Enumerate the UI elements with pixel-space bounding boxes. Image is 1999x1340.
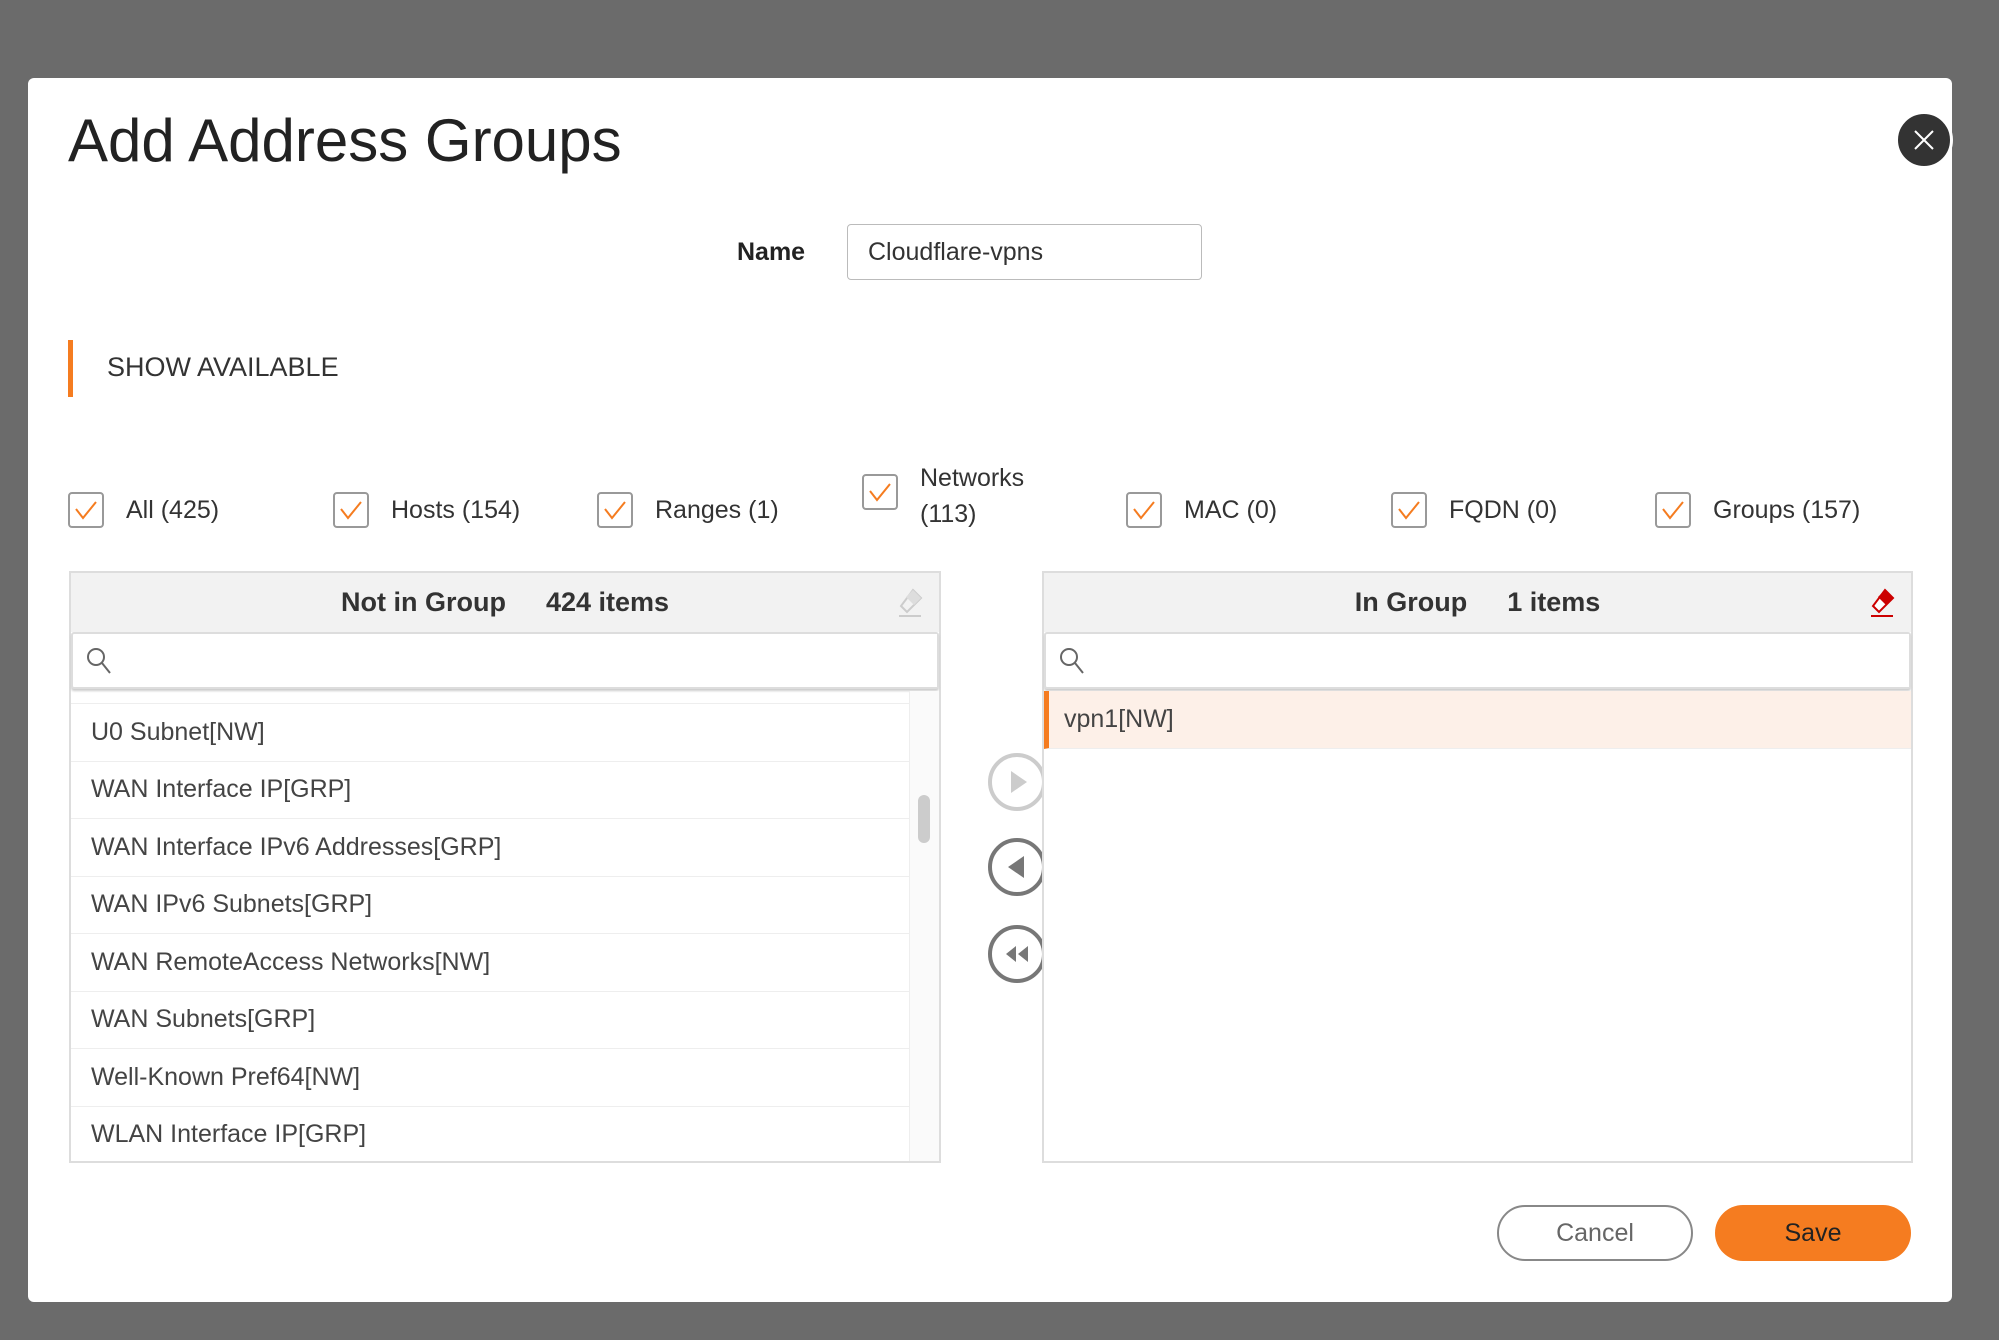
left-search-field[interactable] [71,632,939,689]
list-item[interactable]: WAN Interface IPv6 Addresses[GRP] [71,819,909,877]
right-search-input[interactable] [1096,634,1909,687]
list-item[interactable]: WAN Subnets[GRP] [71,992,909,1049]
section-accent-bar [68,340,73,397]
list-item[interactable]: Well-Known Pref64[NW] [71,1049,909,1107]
checkbox[interactable] [1391,492,1427,528]
add-address-groups-dialog: Add Address Groups Name SHOW AVAILABLE A… [28,78,1952,1302]
panel-header: In Group 1 items [1044,573,1911,632]
filter-checkbox[interactable]: FQDN (0) [1391,492,1557,528]
check-icon [1133,501,1155,520]
remove-all-button[interactable] [988,925,1046,983]
eraser-icon[interactable] [1867,587,1897,626]
cancel-button[interactable]: Cancel [1497,1205,1693,1261]
filter-checkbox[interactable]: Groups (157) [1655,492,1860,528]
checkbox[interactable] [597,492,633,528]
play-left-icon [1008,856,1024,878]
close-button[interactable] [1895,111,1953,169]
filter-checkbox[interactable]: Hosts (154) [333,492,520,528]
filter-checkbox[interactable]: Networks (113) [862,460,1024,532]
filter-checkbox[interactable]: MAC (0) [1126,492,1277,528]
check-icon [340,501,362,520]
check-icon [1662,501,1684,520]
check-icon [869,483,891,502]
not-in-group-list: U0 Subnet[NW] WAN Interface IP[GRP] WAN In… [71,691,909,1161]
filter-label: Ranges (1) [655,495,779,524]
search-icon [87,647,111,674]
list-item[interactable]: U0 Subnet[NW] [71,704,909,762]
right-search-field[interactable] [1044,632,1911,689]
filter-label: All (425) [126,495,220,524]
filter-label: Groups (157) [1713,495,1861,524]
filter-label: FQDN (0) [1449,495,1558,524]
rewind-icon [1006,946,1028,962]
dialog-title: Add Address Groups [68,107,622,174]
filter-checkbox[interactable]: All (425) [68,492,219,528]
item-count: 424 items [545,587,670,617]
panel-title: Not in Group [340,587,506,617]
checkbox[interactable] [862,474,898,510]
in-group-list: vpn1[NW] [1044,691,1911,1161]
save-button[interactable]: Save [1715,1205,1911,1261]
name-input[interactable] [847,224,1202,280]
scrollbar-thumb[interactable] [918,795,930,843]
filter-checkbox[interactable]: Ranges (1) [597,492,779,528]
in-group-panel: In Group 1 items vpn1[NW] [1042,571,1913,1163]
show-available-label: SHOW AVAILABLE [107,352,339,382]
remove-from-group-button[interactable] [988,838,1046,896]
panel-title: In Group [1354,587,1468,617]
checkbox[interactable] [1655,492,1691,528]
close-icon [1914,130,1934,150]
check-icon [75,501,97,520]
filter-label: MAC (0) [1184,495,1278,524]
panel-header: Not in Group 424 items [71,573,939,632]
item-count: 1 items [1507,587,1601,617]
filter-label: Hosts (154) [391,495,521,524]
play-right-icon [1011,771,1027,793]
checkbox[interactable] [333,492,369,528]
eraser-icon[interactable] [895,587,925,626]
check-icon [604,501,626,520]
list-item[interactable]: WAN Interface IP[GRP] [71,762,909,819]
scrollbar[interactable] [909,691,939,1161]
search-icon [1060,647,1084,674]
list-item[interactable]: WLAN Interface IP[GRP] [71,1107,909,1162]
list-item[interactable]: WAN IPv6 Subnets[GRP] [71,877,909,934]
name-label: Name [737,238,806,266]
checkbox[interactable] [1126,492,1162,528]
check-icon [1398,501,1420,520]
add-to-group-button[interactable] [988,753,1046,811]
list-item[interactable]: WAN RemoteAccess Networks[NW] [71,934,909,992]
filter-label: Networks (113) [920,464,1025,528]
not-in-group-panel: Not in Group 424 items U0 Subnet[NW] WAN … [69,571,941,1163]
left-search-input[interactable] [123,634,937,687]
checkbox[interactable] [68,492,104,528]
list-item-selected[interactable]: vpn1[NW] [1044,691,1911,749]
